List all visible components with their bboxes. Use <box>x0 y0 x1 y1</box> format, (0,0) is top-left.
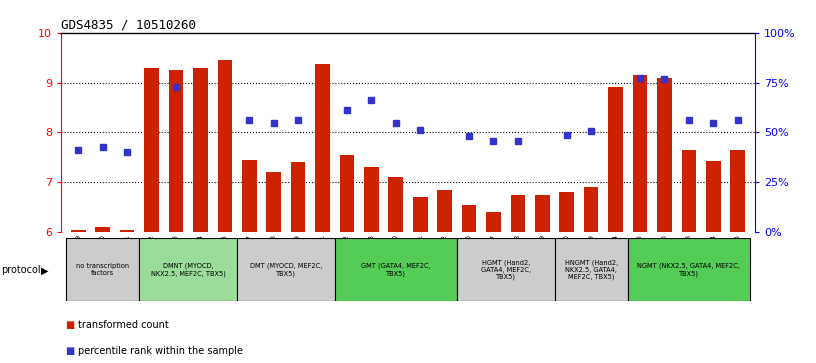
Bar <box>437 190 452 232</box>
Bar <box>560 192 574 232</box>
Text: transformed count: transformed count <box>78 320 168 330</box>
Bar <box>120 230 135 232</box>
Bar <box>290 163 305 232</box>
FancyBboxPatch shape <box>335 238 457 301</box>
Text: ■: ■ <box>65 346 74 356</box>
Bar <box>339 155 354 232</box>
Bar <box>266 172 281 232</box>
Bar <box>681 150 696 232</box>
Bar <box>535 195 550 232</box>
Text: GMT (GATA4, MEF2C,
TBX5): GMT (GATA4, MEF2C, TBX5) <box>361 262 431 277</box>
FancyBboxPatch shape <box>140 238 237 301</box>
Bar <box>657 78 672 232</box>
Bar <box>486 212 501 232</box>
Text: DMT (MYOCD, MEF2C,
TBX5): DMT (MYOCD, MEF2C, TBX5) <box>250 262 322 277</box>
FancyBboxPatch shape <box>66 238 140 301</box>
Bar <box>462 205 477 232</box>
Bar <box>388 178 403 232</box>
Bar <box>144 68 159 232</box>
Bar <box>511 195 526 232</box>
Text: HNGMT (Hand2,
NKX2.5, GATA4,
MEF2C, TBX5): HNGMT (Hand2, NKX2.5, GATA4, MEF2C, TBX5… <box>565 259 618 280</box>
Text: ▶: ▶ <box>41 265 48 276</box>
Text: percentile rank within the sample: percentile rank within the sample <box>78 346 242 356</box>
Bar <box>608 87 623 232</box>
Text: GDS4835 / 10510260: GDS4835 / 10510260 <box>61 19 196 32</box>
Bar <box>364 167 379 232</box>
Text: HGMT (Hand2,
GATA4, MEF2C,
TBX5): HGMT (Hand2, GATA4, MEF2C, TBX5) <box>481 259 530 280</box>
Bar <box>730 150 745 232</box>
Bar <box>583 187 598 232</box>
Bar <box>632 75 647 232</box>
Bar <box>706 162 721 232</box>
FancyBboxPatch shape <box>237 238 335 301</box>
Bar <box>218 60 233 232</box>
FancyBboxPatch shape <box>457 238 555 301</box>
Bar <box>315 64 330 232</box>
Bar <box>193 68 208 232</box>
Bar <box>413 197 428 232</box>
Text: DMNT (MYOCD,
NKX2.5, MEF2C, TBX5): DMNT (MYOCD, NKX2.5, MEF2C, TBX5) <box>151 262 226 277</box>
FancyBboxPatch shape <box>555 238 628 301</box>
Text: no transcription
factors: no transcription factors <box>76 263 129 276</box>
FancyBboxPatch shape <box>628 238 750 301</box>
Text: ■: ■ <box>65 320 74 330</box>
Bar <box>169 70 184 232</box>
Text: NGMT (NKX2.5, GATA4, MEF2C,
TBX5): NGMT (NKX2.5, GATA4, MEF2C, TBX5) <box>637 262 740 277</box>
Bar <box>71 230 86 232</box>
Bar <box>95 227 110 232</box>
Bar <box>242 160 256 232</box>
Text: protocol: protocol <box>1 265 41 276</box>
